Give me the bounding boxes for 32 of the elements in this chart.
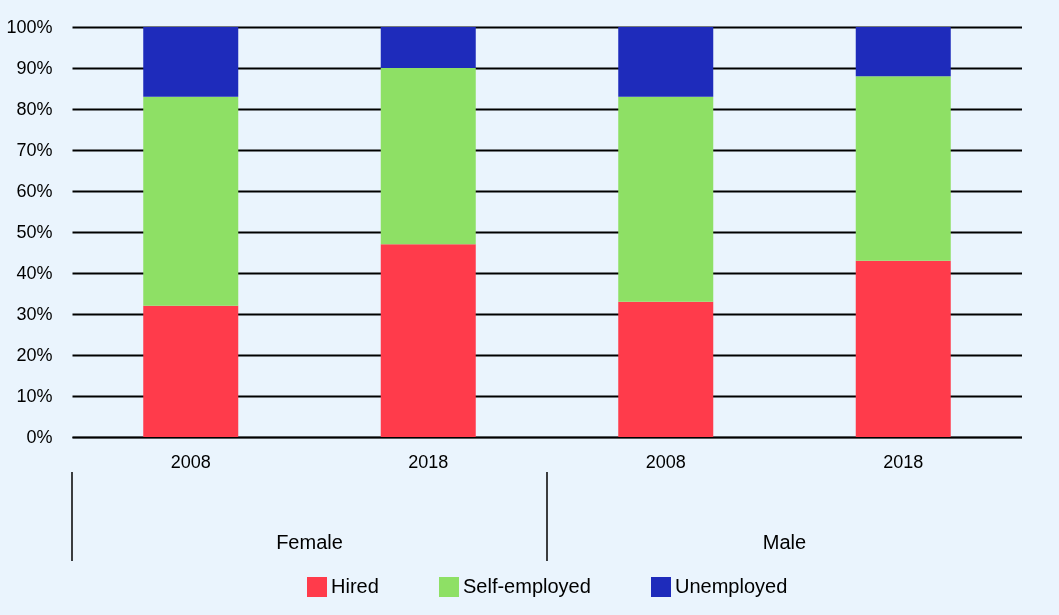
x-tick-label: 2008 [645, 451, 686, 472]
text: Male [762, 531, 807, 553]
y-tick-label: 70% [16, 139, 53, 160]
x-tick-label: 2018 [883, 451, 924, 472]
y-tick-label: 30% [16, 303, 53, 324]
bar [380, 68, 476, 245]
bar [143, 27, 239, 97]
y-tick-label: 80% [16, 98, 53, 119]
bar [380, 244, 476, 437]
bar [855, 260, 951, 437]
legend-label: Hired [331, 575, 379, 597]
y-tick-label: 10% [16, 385, 53, 406]
text: Female [276, 531, 343, 553]
bar [143, 96, 239, 306]
legend-label: Unemployed [675, 575, 788, 597]
y-tick-label: 40% [16, 262, 53, 283]
legend-label: Self-employed [463, 575, 591, 597]
y-tick-label: 100% [6, 16, 53, 37]
bar [380, 27, 476, 68]
bar [618, 27, 714, 97]
bar [855, 27, 951, 77]
y-tick-label: 90% [16, 57, 53, 78]
bar [618, 301, 714, 437]
bar [618, 96, 714, 302]
bar [143, 305, 239, 437]
y-tick-label: 60% [16, 180, 53, 201]
x-tick-label: 2018 [408, 451, 449, 472]
y-tick-label: 50% [16, 221, 53, 242]
y-tick-label: 0% [26, 426, 53, 447]
y-tick-label: 20% [16, 344, 53, 365]
bar [855, 76, 951, 261]
x-tick-label: 2008 [170, 451, 211, 472]
